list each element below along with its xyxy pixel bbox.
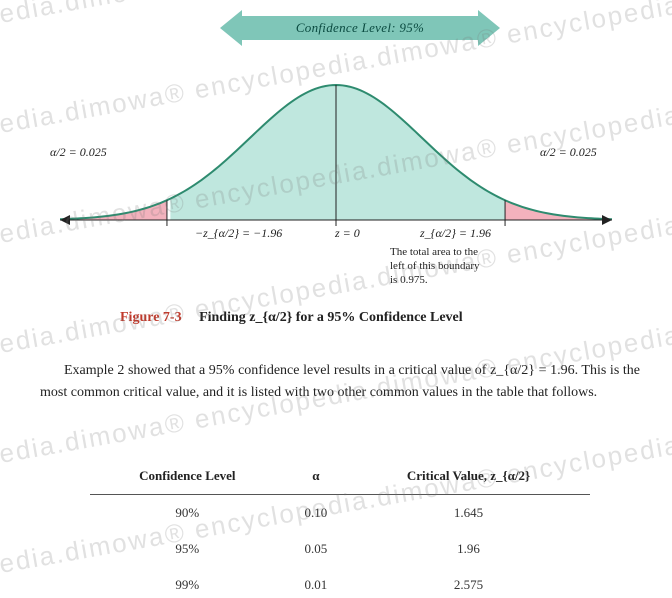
x-tick-right: z_{α/2} = 1.96: [420, 226, 491, 241]
table-cell: 95%: [90, 531, 285, 567]
table-header-row: Confidence LevelαCritical Value, z_{α/2}: [90, 460, 590, 495]
bell-curve: [60, 50, 612, 250]
table-cell: 0.10: [285, 495, 347, 532]
table-header-cell: α: [285, 460, 347, 495]
page-root: Confidence Level: 95% α/2 = 0.025 α/2 = …: [0, 0, 672, 598]
confidence-banner: Confidence Level: 95%: [220, 10, 500, 46]
table-cell: 0.05: [285, 531, 347, 567]
area-note-line2: left of this boundary: [390, 260, 480, 272]
figure-caption: Figure 7-3 Finding z_{α/2} for a 95% Con…: [120, 310, 463, 326]
paragraph-text: Example 2 showed that a 95% confidence l…: [40, 360, 640, 403]
banner-arrow-right: [478, 10, 500, 46]
table-cell: 1.645: [347, 495, 590, 532]
left-tail-alpha-label: α/2 = 0.025: [50, 145, 107, 160]
area-note-line1: The total area to the: [390, 246, 478, 258]
area-note: The total area to the left of this bound…: [390, 246, 550, 287]
body-paragraph: Example 2 showed that a 95% confidence l…: [40, 360, 640, 403]
table-cell: 99%: [90, 567, 285, 598]
table-cell: 1.96: [347, 531, 590, 567]
figure-7-3: Confidence Level: 95% α/2 = 0.025 α/2 = …: [60, 10, 612, 290]
table-row: 95%0.051.96: [90, 531, 590, 567]
critical-values-table: Confidence LevelαCritical Value, z_{α/2}…: [90, 460, 590, 598]
banner-label: Confidence Level: 95%: [242, 16, 478, 40]
area-note-line3: is 0.975.: [390, 274, 428, 286]
table-cell: 90%: [90, 495, 285, 532]
table-cell: 2.575: [347, 567, 590, 598]
x-tick-center: z = 0: [335, 226, 360, 241]
banner-arrow-left: [220, 10, 242, 46]
x-tick-left: −z_{α/2} = −1.96: [195, 226, 282, 241]
table-cell: 0.01: [285, 567, 347, 598]
table-header-cell: Critical Value, z_{α/2}: [347, 460, 590, 495]
table-row: 99%0.012.575: [90, 567, 590, 598]
figure-title: Finding z_{α/2} for a 95% Confidence Lev…: [199, 310, 463, 325]
table-header-cell: Confidence Level: [90, 460, 285, 495]
table-row: 90%0.101.645: [90, 495, 590, 532]
figure-number: Figure 7-3: [120, 310, 182, 325]
right-tail-alpha-label: α/2 = 0.025: [540, 145, 597, 160]
